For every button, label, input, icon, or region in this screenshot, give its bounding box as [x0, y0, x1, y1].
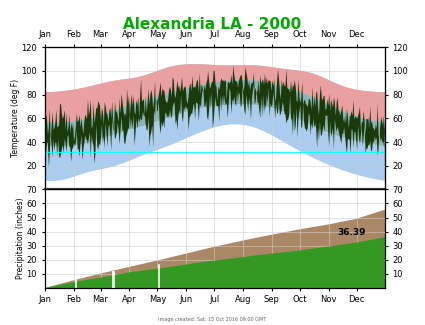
Y-axis label: Precipitation (inches): Precipitation (inches) [16, 198, 25, 280]
Y-axis label: Temperature (deg F): Temperature (deg F) [11, 79, 20, 157]
Text: Alexandria LA - 2000: Alexandria LA - 2000 [123, 17, 302, 32]
Text: Image created: Sat, 15 Oct 2016 09:00 GMT: Image created: Sat, 15 Oct 2016 09:00 GM… [159, 317, 266, 322]
Text: 36.39: 36.39 [337, 228, 366, 237]
